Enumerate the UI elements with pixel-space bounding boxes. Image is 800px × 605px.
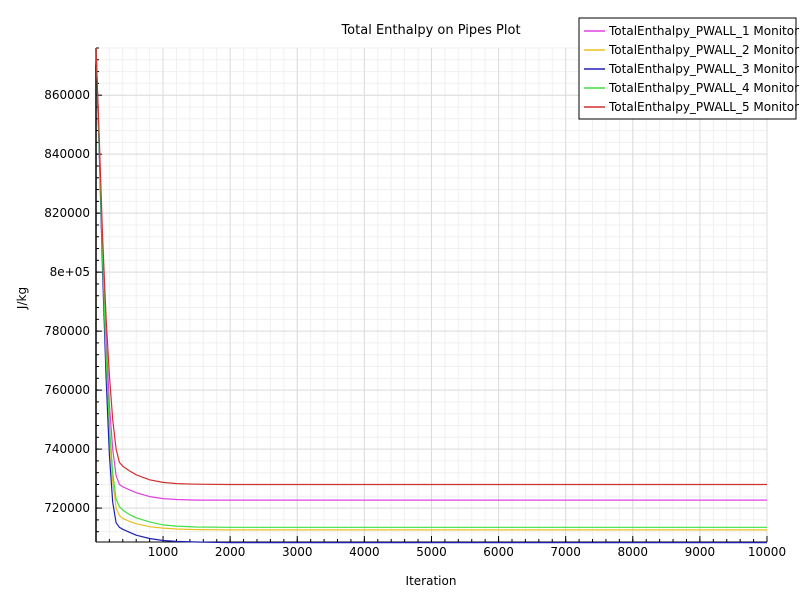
legend-label: TotalEnthalpy_PWALL_3 Monitor bbox=[608, 62, 799, 76]
y-tick-label: 720000 bbox=[44, 501, 90, 515]
x-tick-label: 1000 bbox=[148, 545, 179, 559]
y-axis-label: J/kg bbox=[15, 287, 29, 310]
y-tick-label: 740000 bbox=[44, 442, 90, 456]
y-tick-label: 780000 bbox=[44, 324, 90, 338]
x-tick-label: 9000 bbox=[685, 545, 716, 559]
legend-label: TotalEnthalpy_PWALL_5 Monitor bbox=[608, 100, 799, 114]
y-tick-label: 840000 bbox=[44, 147, 90, 161]
series-line bbox=[95, 47, 767, 528]
x-tick-label: 6000 bbox=[483, 545, 514, 559]
series-lines bbox=[95, 47, 767, 544]
legend-box bbox=[578, 17, 797, 120]
legend: TotalEnthalpy_PWALL_1 Monitor TotalEnthal… bbox=[578, 17, 799, 120]
legend-label: TotalEnthalpy_PWALL_2 Monitor bbox=[608, 43, 799, 57]
y-tick-label: 820000 bbox=[44, 206, 90, 220]
series-line bbox=[95, 47, 767, 486]
y-tick-label: 8e+05 bbox=[50, 265, 90, 279]
y-tick-label: 860000 bbox=[44, 88, 90, 102]
axes: 1000 2000 3000 4000 5000 6000 7000 8000 9000 1000… bbox=[44, 47, 786, 559]
chart-title: Total Enthalpy on Pipes Plot bbox=[340, 23, 520, 38]
x-tick-label: 8000 bbox=[618, 545, 649, 559]
x-tick-label: 7000 bbox=[550, 545, 581, 559]
x-tick-label: 3000 bbox=[282, 545, 313, 559]
x-tick-label: 10000 bbox=[748, 545, 786, 559]
x-axis-label: Iteration bbox=[406, 574, 457, 588]
legend-label: TotalEnthalpy_PWALL_1 Monitor bbox=[608, 24, 799, 38]
x-tick-label: 5000 bbox=[416, 545, 447, 559]
x-tick-label: 4000 bbox=[349, 545, 380, 559]
x-tick-label: 2000 bbox=[215, 545, 246, 559]
y-tick-label: 760000 bbox=[44, 383, 90, 397]
series-line bbox=[95, 47, 767, 544]
grid-lines bbox=[96, 47, 768, 542]
legend-label: TotalEnthalpy_PWALL_4 Monitor bbox=[608, 81, 799, 95]
